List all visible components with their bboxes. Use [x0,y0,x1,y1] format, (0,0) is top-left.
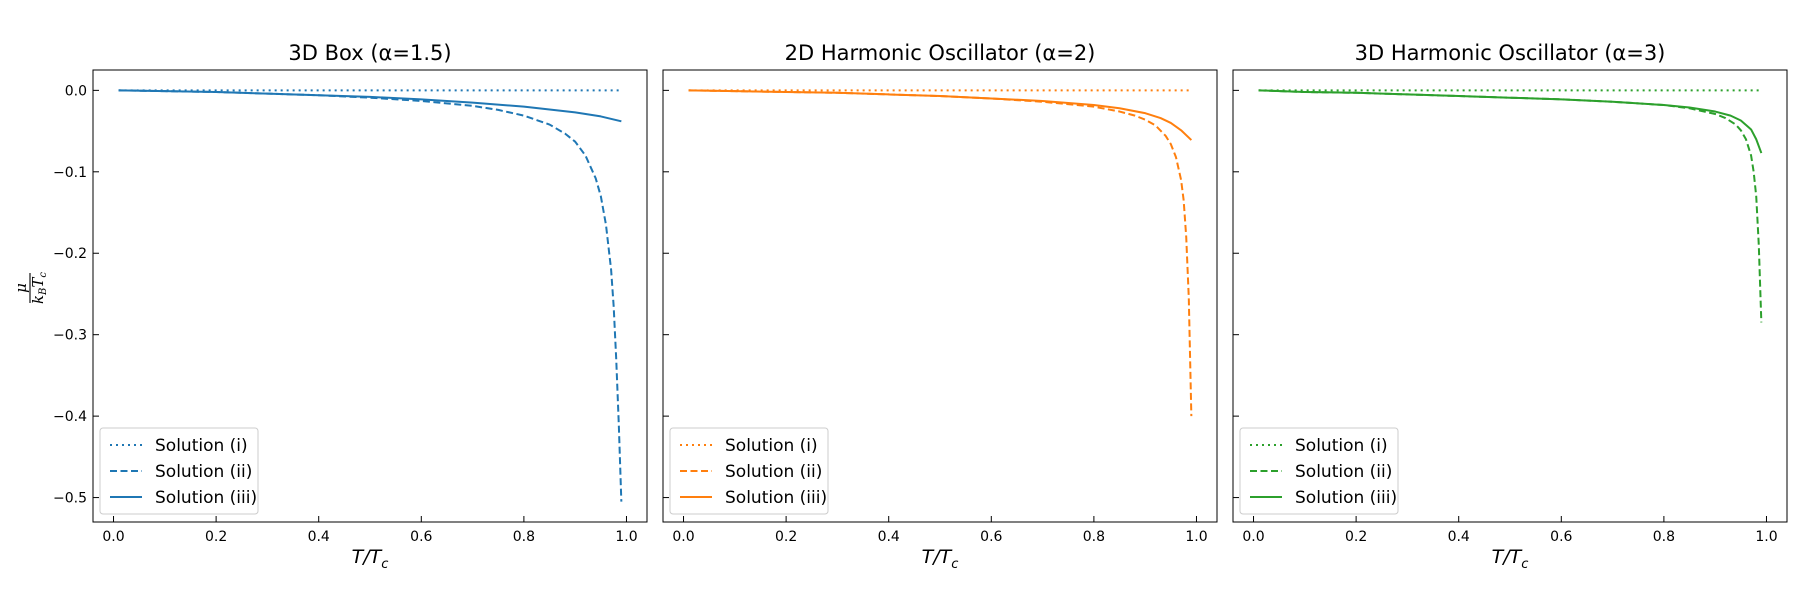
x-tick-label: 0.2 [775,529,797,545]
legend-label: Solution (iii) [155,488,257,508]
axes-frame [1232,69,1788,523]
x-tick-label: 0.0 [672,529,694,545]
x-tick-label: 0.0 [102,529,124,545]
ylabel-denominator: kBTc [29,272,49,304]
y-tick-label: 0.0 [65,83,87,99]
x-tick-label: 0.8 [513,529,535,545]
legend-box [99,427,259,515]
y-tick-label: −0.3 [53,328,87,344]
x-axis-label-sub: c [951,557,958,572]
x-tick-label: 0.8 [1083,529,1105,545]
ylabel-numerator: μ [12,283,30,293]
panel-title: 3D Box (α=1.5) [288,41,451,65]
x-tick-label: 1.0 [1185,529,1207,545]
panel-1: 3D Box (α=1.5) 0.0 0.2 0.4 0.6 0.8 1.0 0.0 −0.1 −… [53,41,648,572]
series-line-dashed [688,89,1193,417]
x-axis-label: T/Tc [922,546,959,572]
x-tick-label: 0.6 [980,529,1002,545]
x-axis-label: T/Tc [1492,546,1529,572]
x-tick-label: 0.2 [1345,529,1367,545]
y-tick-label: −0.2 [53,246,87,262]
panel-title: 3D Harmonic Oscillator (α=3) [1355,41,1666,65]
legend-label: Solution (ii) [155,462,252,482]
x-tick-label: 1.0 [1755,529,1777,545]
x-tick-label: 0.4 [1448,529,1470,545]
x-tick-label: 0.8 [1653,529,1675,545]
legend-label: Solution (i) [725,436,818,456]
y-tick-label: −0.5 [53,491,87,507]
series-line-solid [688,89,1193,141]
x-tick-label: 0.6 [1550,529,1572,545]
x-tick-label: 1.0 [615,529,637,545]
x-tick-label: 0.4 [878,529,900,545]
legend-label: Solution (i) [1295,436,1388,456]
x-axis-label-main: T/T [352,546,383,568]
y-tick-label: −0.4 [53,409,87,425]
axes-frame [92,69,648,523]
x-tick-label: 0.6 [410,529,432,545]
panel-title: 2D Harmonic Oscillator (α=2) [785,41,1096,65]
panel-2: 2D Harmonic Oscillator (α=2) 0.0 0.2 0.4 0.6… [662,41,1218,572]
legend-label: Solution (ii) [725,462,822,482]
x-axis-label: T/Tc [352,546,389,572]
x-tick-label: 0.2 [205,529,227,545]
legend-label: Solution (iii) [1295,488,1397,508]
x-axis-label-sub: c [381,557,388,572]
x-tick-label: 0.0 [1242,529,1264,545]
legend-box [669,427,829,515]
ylabel-den-k-sub: B [38,288,49,296]
series-line-solid [1258,89,1763,154]
legend-label: Solution (iii) [725,488,827,508]
series-line-dashed [1258,89,1763,323]
ylabel-den-t: T [29,277,47,288]
ylabel-den-t-sub: c [38,272,49,278]
y-axis-label: μ kBTc [12,272,49,304]
x-axis-label-sub: c [1521,557,1528,572]
legend-label: Solution (i) [155,436,248,456]
legend-label: Solution (ii) [1295,462,1392,482]
axes-frame [662,69,1218,523]
y-tick-label: −0.1 [53,165,87,181]
panel-3: 3D Harmonic Oscillator (α=3) 0.0 0.2 0.4 0.6… [1232,41,1788,572]
legend-box [1239,427,1399,515]
ylabel-den-k: k [29,295,47,304]
x-tick-label: 0.4 [308,529,330,545]
series-line-solid [118,89,622,123]
x-axis-label-main: T/T [922,546,953,568]
x-axis-label-main: T/T [1492,546,1523,568]
